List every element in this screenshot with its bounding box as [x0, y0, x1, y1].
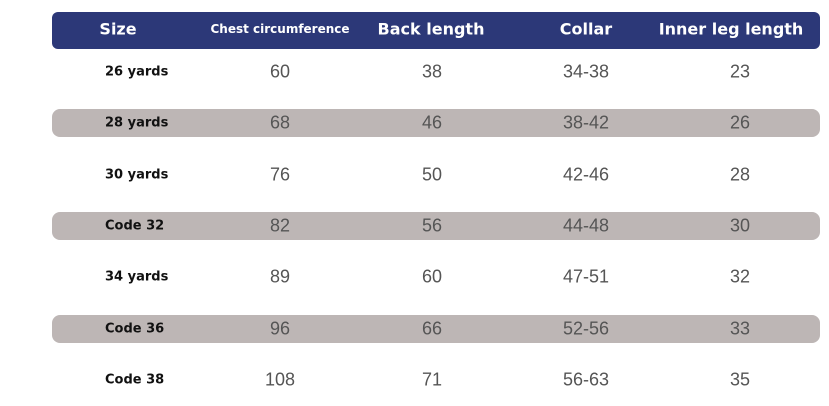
value-cell: 23 [729, 61, 751, 82]
value-cell: 30 [729, 215, 751, 236]
size-cell: Code 32 [105, 218, 165, 234]
row-band [52, 315, 820, 343]
value-cell: 56-63 [562, 369, 610, 390]
row-band [52, 109, 820, 137]
value-cell: 108 [264, 369, 296, 390]
value-cell: 28 [729, 164, 751, 185]
size-cell: Code 36 [105, 321, 165, 337]
value-cell: 56 [421, 215, 443, 236]
value-cell: 44-48 [562, 215, 610, 236]
header-cell: Back length [377, 19, 485, 39]
value-cell: 76 [269, 164, 291, 185]
size-cell: Code 38 [105, 372, 165, 388]
value-cell: 52-56 [562, 318, 610, 339]
size-cell: 30 yards [105, 167, 169, 183]
value-cell: 66 [421, 318, 443, 339]
header-cell: Inner leg length [658, 19, 804, 39]
header-cell: Chest circumference [210, 22, 350, 36]
value-cell: 33 [729, 318, 751, 339]
value-cell: 35 [729, 369, 751, 390]
value-cell: 26 [729, 112, 751, 133]
value-cell: 71 [421, 369, 443, 390]
value-cell: 50 [421, 164, 443, 185]
value-cell: 47-51 [562, 266, 610, 287]
header-cell: Size [99, 19, 137, 39]
value-cell: 32 [729, 266, 751, 287]
value-cell: 38-42 [562, 112, 610, 133]
value-cell: 89 [269, 266, 291, 287]
header-bar [52, 12, 820, 49]
value-cell: 82 [269, 215, 291, 236]
value-cell: 46 [421, 112, 443, 133]
value-cell: 42-46 [562, 164, 610, 185]
size-cell: 34 yards [105, 269, 169, 285]
value-cell: 96 [269, 318, 291, 339]
value-cell: 68 [269, 112, 291, 133]
row-band [52, 212, 820, 240]
size-cell: 28 yards [105, 115, 169, 131]
value-cell: 60 [421, 266, 443, 287]
value-cell: 34-38 [562, 61, 610, 82]
value-cell: 60 [269, 61, 291, 82]
value-cell: 38 [421, 61, 443, 82]
size-cell: 26 yards [105, 64, 169, 80]
header-cell: Collar [559, 19, 613, 39]
